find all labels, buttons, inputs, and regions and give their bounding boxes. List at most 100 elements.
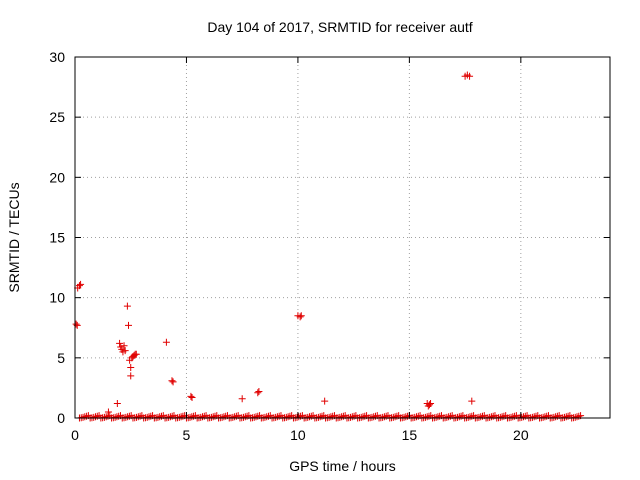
data-point	[90, 413, 98, 421]
data-point	[100, 413, 108, 421]
data-point	[255, 388, 263, 396]
data-point	[477, 413, 485, 421]
data-point	[188, 413, 196, 421]
data-point	[143, 413, 151, 421]
data-point	[222, 412, 230, 420]
data-point	[400, 413, 408, 421]
data-point	[432, 413, 440, 421]
x-tick-label: 0	[71, 427, 79, 443]
data-point	[306, 413, 314, 421]
data-point	[113, 400, 121, 408]
y-tick-label: 15	[49, 230, 65, 246]
data-point	[122, 413, 130, 421]
y-axis-label: SRMTID / TECUs	[6, 182, 22, 292]
data-point	[295, 413, 303, 421]
data-point	[231, 413, 239, 421]
grid-layer	[75, 57, 610, 418]
data-point	[379, 413, 387, 421]
data-point	[92, 413, 100, 421]
data-point	[125, 321, 132, 329]
data-point	[434, 413, 442, 421]
x-tick-label: 5	[183, 427, 191, 443]
data-point	[573, 413, 581, 421]
data-point	[124, 413, 132, 421]
data-point	[500, 412, 508, 420]
data-point	[464, 413, 472, 421]
data-point	[489, 412, 497, 420]
data-point	[325, 413, 333, 421]
x-axis-label: GPS time / hours	[289, 458, 396, 474]
data-point	[220, 413, 228, 421]
data-point	[338, 413, 346, 421]
y-tick-label: 20	[49, 169, 65, 185]
data-point	[521, 412, 529, 420]
data-point	[550, 413, 558, 421]
data-point	[93, 412, 101, 420]
x-tick-label: 15	[402, 427, 418, 443]
data-point	[552, 413, 560, 421]
data-point	[411, 413, 419, 421]
data-point	[177, 413, 185, 421]
data-point	[75, 282, 83, 290]
ticks-layer: 0 5 10 15 20 0 5 10 15 20 25 30	[49, 49, 610, 443]
data-point	[284, 413, 292, 421]
data-point	[254, 412, 262, 420]
data-point	[250, 413, 258, 421]
data-point	[127, 363, 135, 371]
data-point	[361, 412, 369, 420]
data-point	[357, 413, 365, 421]
data-point	[518, 413, 526, 421]
x-tick-label: 10	[290, 427, 306, 443]
data-point	[307, 412, 315, 420]
data-point	[445, 413, 453, 421]
data-point	[188, 394, 196, 402]
data-point	[102, 413, 110, 421]
data-point	[238, 395, 246, 403]
data-point	[370, 413, 378, 421]
data-point	[273, 413, 281, 421]
data-point	[468, 397, 476, 405]
data-point	[240, 413, 248, 421]
data-point	[123, 302, 131, 310]
data-point	[218, 413, 226, 421]
data-point	[329, 412, 337, 420]
data-point	[421, 413, 429, 421]
data-point	[468, 412, 476, 420]
x-tick-label: 20	[513, 427, 529, 443]
data-point	[425, 412, 433, 420]
data-point	[498, 413, 506, 421]
data-point	[83, 412, 91, 420]
data-point	[391, 413, 399, 421]
data-point	[264, 412, 272, 420]
data-point	[263, 413, 271, 421]
data-point	[454, 413, 462, 421]
data-point	[562, 413, 570, 421]
data-point	[575, 412, 583, 420]
data-point	[413, 413, 421, 421]
data-point	[169, 378, 177, 386]
data-point	[115, 412, 123, 420]
data-point	[200, 412, 208, 420]
data-point	[243, 412, 251, 420]
data-point	[314, 413, 322, 421]
data-point	[297, 312, 305, 320]
data-point	[286, 412, 294, 420]
data-point	[166, 413, 174, 421]
data-point	[296, 313, 304, 321]
data-point	[275, 412, 283, 420]
data-point	[436, 412, 444, 420]
data-point	[162, 338, 170, 346]
data-point	[393, 412, 401, 420]
data-point	[190, 412, 198, 420]
data-point	[404, 412, 412, 420]
points-layer	[72, 71, 585, 422]
data-point	[79, 413, 87, 421]
data-point	[414, 412, 422, 420]
data-point	[457, 412, 465, 420]
data-point	[382, 412, 390, 420]
data-point	[156, 413, 164, 421]
data-point	[168, 377, 176, 385]
data-point	[539, 413, 547, 421]
y-tick-label: 0	[57, 410, 65, 426]
